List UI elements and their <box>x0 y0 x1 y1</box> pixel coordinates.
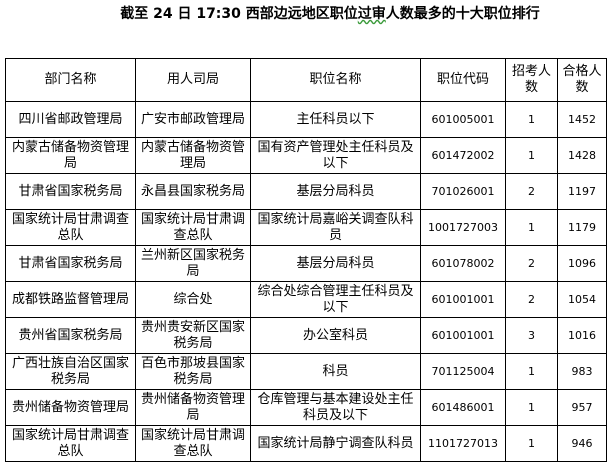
qualified-count-cell: 1179 <box>557 209 607 246</box>
table-row: 内蒙古储备物资管理局 内蒙古储备物资管理局 国有资产管理处主任科员及以下 601472… <box>5 137 607 174</box>
code-cell: 601472002 <box>420 137 506 174</box>
header-row: 部门名称 用人司局 职位名称 职位代码 招考人数 合格人数 <box>5 58 607 102</box>
code-cell: 601486001 <box>420 389 506 426</box>
department-cell: 甘肃省国家税务局 <box>5 173 136 210</box>
code-cell: 601001001 <box>420 281 506 318</box>
code-cell: 601005001 <box>420 101 506 138</box>
title-part: 人数最多的十大职位排行 <box>385 6 540 22</box>
header-code: 职位代码 <box>420 58 506 102</box>
code-cell: 701026001 <box>420 173 506 210</box>
header-bureau: 用人司局 <box>135 58 251 102</box>
bureau-cell: 广安市邮政管理局 <box>135 101 251 138</box>
table-row: 四川省邮政管理局 广安市邮政管理局 主任科员以下 601005001 1 1452 <box>5 101 607 138</box>
code-cell: 701125004 <box>420 353 506 390</box>
recruit-count-cell: 1 <box>505 209 558 246</box>
bureau-cell: 国家统计局甘肃调查总队 <box>135 425 251 462</box>
department-cell: 贵州储备物资管理局 <box>5 389 136 426</box>
table-row: 广西壮族自治区国家税务局 百色市那坡县国家税务局 科员 701125004 1 983 <box>5 353 607 390</box>
position-cell: 基层分局科员 <box>250 245 421 282</box>
department-cell: 四川省邮政管理局 <box>5 101 136 138</box>
header-recruit-count: 招考人数 <box>505 58 558 102</box>
position-cell: 仓库管理与基本建设处主任科员及以下 <box>250 389 421 426</box>
header-qualified-count: 合格人数 <box>557 58 607 102</box>
qualified-count-cell: 957 <box>557 389 607 426</box>
position-cell: 基层分局科员 <box>250 173 421 210</box>
recruit-count-cell: 2 <box>505 245 558 282</box>
code-cell: 601078002 <box>420 245 506 282</box>
bureau-cell: 综合处 <box>135 281 251 318</box>
recruit-count-cell: 2 <box>505 281 558 318</box>
position-cell: 综合处综合管理主任科员及以下 <box>250 281 421 318</box>
qualified-count-cell: 946 <box>557 425 607 462</box>
table-row: 贵州储备物资管理局 贵州储备物资管理局 仓库管理与基本建设处主任科员及以下 60148… <box>5 389 607 426</box>
qualified-count-cell: 1452 <box>557 101 607 138</box>
qualified-count-cell: 1197 <box>557 173 607 210</box>
recruit-count-cell: 1 <box>505 389 558 426</box>
table-row: 甘肃省国家税务局 永昌县国家税务局 基层分局科员 701026001 2 1197 <box>5 173 607 210</box>
qualified-count-cell: 1428 <box>557 137 607 174</box>
position-cell: 国家统计局嘉峪关调查队科员 <box>250 209 421 246</box>
department-cell: 广西壮族自治区国家税务局 <box>5 353 136 390</box>
table-row: 成都铁路监督管理局 综合处 综合处综合管理主任科员及以下 601001001 2 1054 <box>5 281 607 318</box>
header-position: 职位名称 <box>250 58 421 102</box>
header-department: 部门名称 <box>5 58 136 102</box>
code-cell: 1101727013 <box>420 425 506 462</box>
ranking-table: 部门名称 用人司局 职位名称 职位代码 招考人数 合格人数 四川省邮政管理局 广安市邮政管理… <box>5 58 607 462</box>
qualified-count-cell: 1016 <box>557 317 607 354</box>
title-underlined: 过审 <box>357 6 386 22</box>
position-cell: 国有资产管理处主任科员及以下 <box>250 137 421 174</box>
department-cell: 甘肃省国家税务局 <box>5 245 136 282</box>
qualified-count-cell: 1054 <box>557 281 607 318</box>
position-cell: 科员 <box>250 353 421 390</box>
department-cell: 国家统计局甘肃调查总队 <box>5 209 136 246</box>
bureau-cell: 永昌县国家税务局 <box>135 173 251 210</box>
table-row: 甘肃省国家税务局 兰州新区国家税务局 基层分局科员 601078002 2 1096 <box>5 245 607 282</box>
qualified-count-cell: 1096 <box>557 245 607 282</box>
recruit-count-cell: 2 <box>505 173 558 210</box>
department-cell: 国家统计局甘肃调查总队 <box>5 425 136 462</box>
recruit-count-cell: 1 <box>505 425 558 462</box>
qualified-count-cell: 983 <box>557 353 607 390</box>
department-cell: 成都铁路监督管理局 <box>5 281 136 318</box>
bureau-cell: 内蒙古储备物资管理局 <box>135 137 251 174</box>
recruit-count-cell: 1 <box>505 137 558 174</box>
table-row: 国家统计局甘肃调查总队 国家统计局甘肃调查总队 国家统计局静宁调查队科员 110172… <box>5 425 607 462</box>
code-cell: 1001727003 <box>420 209 506 246</box>
position-cell: 办公室科员 <box>250 317 421 354</box>
table-row: 贵州省国家税务局 贵州贵安新区国家税务局 办公室科员 601001001 3 1016 <box>5 317 607 354</box>
bureau-cell: 百色市那坡县国家税务局 <box>135 353 251 390</box>
bureau-cell: 国家统计局甘肃调查总队 <box>135 209 251 246</box>
department-cell: 贵州省国家税务局 <box>5 317 136 354</box>
bureau-cell: 贵州贵安新区国家税务局 <box>135 317 251 354</box>
position-cell: 主任科员以下 <box>250 101 421 138</box>
bureau-cell: 贵州储备物资管理局 <box>135 389 251 426</box>
position-cell: 国家统计局静宁调查队科员 <box>250 425 421 462</box>
recruit-count-cell: 1 <box>505 353 558 390</box>
code-cell: 601001001 <box>420 317 506 354</box>
page-title: 截至 24 日 17:30 西部边远地区职位过审人数最多的十大职位排行 <box>0 4 612 24</box>
title-part: 截至 24 日 17:30 西部边远地区职位 <box>120 6 358 22</box>
bureau-cell: 兰州新区国家税务局 <box>135 245 251 282</box>
department-cell: 内蒙古储备物资管理局 <box>5 137 136 174</box>
recruit-count-cell: 3 <box>505 317 558 354</box>
recruit-count-cell: 1 <box>505 101 558 138</box>
table-row: 国家统计局甘肃调查总队 国家统计局甘肃调查总队 国家统计局嘉峪关调查队科员 10017… <box>5 209 607 246</box>
